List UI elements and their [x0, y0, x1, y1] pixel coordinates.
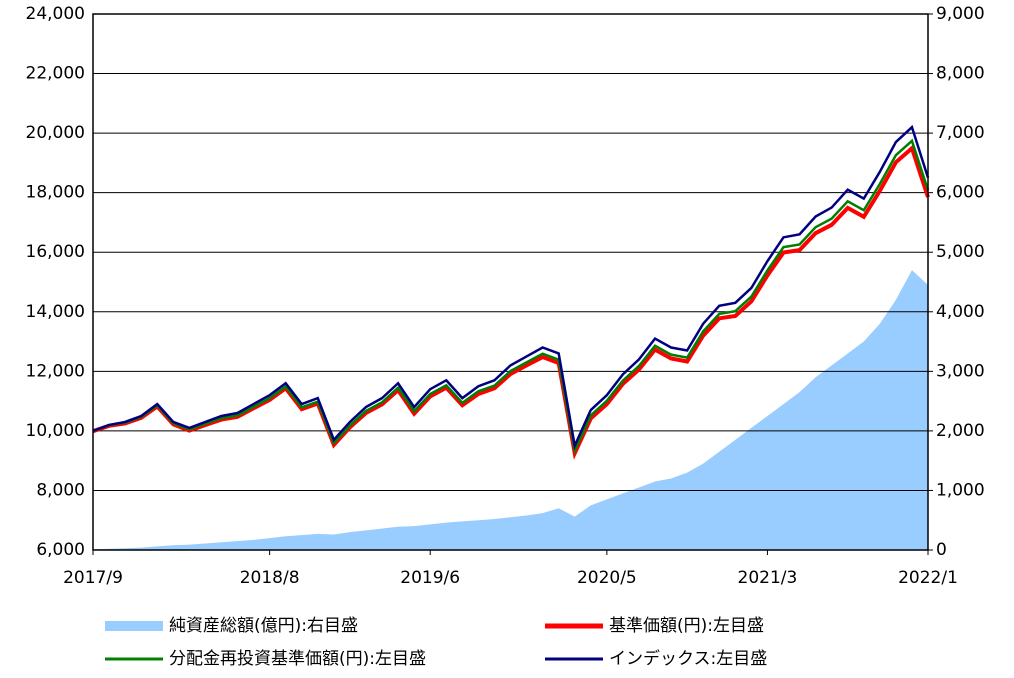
legend-label: 純資産総額(億円):右目盛 — [169, 616, 358, 636]
y-tick-label: 18,000 — [26, 183, 85, 203]
y-tick-label: 22,000 — [26, 64, 85, 84]
y2-tick-label: 4,000 — [936, 302, 985, 322]
x-tick-label: 2017/9 — [63, 568, 123, 588]
line — [92, 144, 930, 460]
y2-tick-label: 0 — [936, 540, 947, 560]
y2-tick-label: 7,000 — [936, 123, 985, 143]
y-tick-label: 12,000 — [26, 361, 85, 381]
line — [92, 138, 930, 455]
x-tick-label: 2019/6 — [400, 568, 460, 588]
x-tick-label: 2018/8 — [240, 568, 300, 588]
x-tick-label: 2021/3 — [738, 568, 798, 588]
line — [92, 124, 930, 451]
y-tick-label: 16,000 — [26, 242, 85, 262]
legend-label: 基準価額(円):左目盛 — [609, 616, 764, 636]
x-tick-label: 2022/1 — [898, 568, 958, 588]
y2-tick-label: 9,000 — [936, 4, 985, 24]
y2-tick-label: 2,000 — [936, 421, 985, 441]
y2-tick-label: 1,000 — [936, 480, 985, 500]
y2-tick-label: 3,000 — [936, 361, 985, 381]
y-tick-label: 24,000 — [26, 4, 85, 24]
y-tick-label: 6,000 — [36, 540, 85, 560]
legend-label: インデックス:左目盛 — [609, 648, 767, 669]
y2-tick-label: 5,000 — [936, 242, 985, 262]
y-tick-label: 20,000 — [26, 123, 85, 143]
y2-tick-label: 6,000 — [936, 183, 985, 203]
x-tick-label: 2020/5 — [577, 568, 637, 588]
y-tick-label: 8,000 — [36, 480, 85, 500]
y-tick-label: 14,000 — [26, 302, 85, 322]
legend-label: 分配金再投資基準価額(円):左目盛 — [169, 649, 426, 669]
plot-frame — [92, 13, 929, 551]
y2-tick-label: 8,000 — [936, 64, 985, 84]
area — [93, 270, 928, 550]
y-tick-label: 10,000 — [26, 421, 85, 441]
